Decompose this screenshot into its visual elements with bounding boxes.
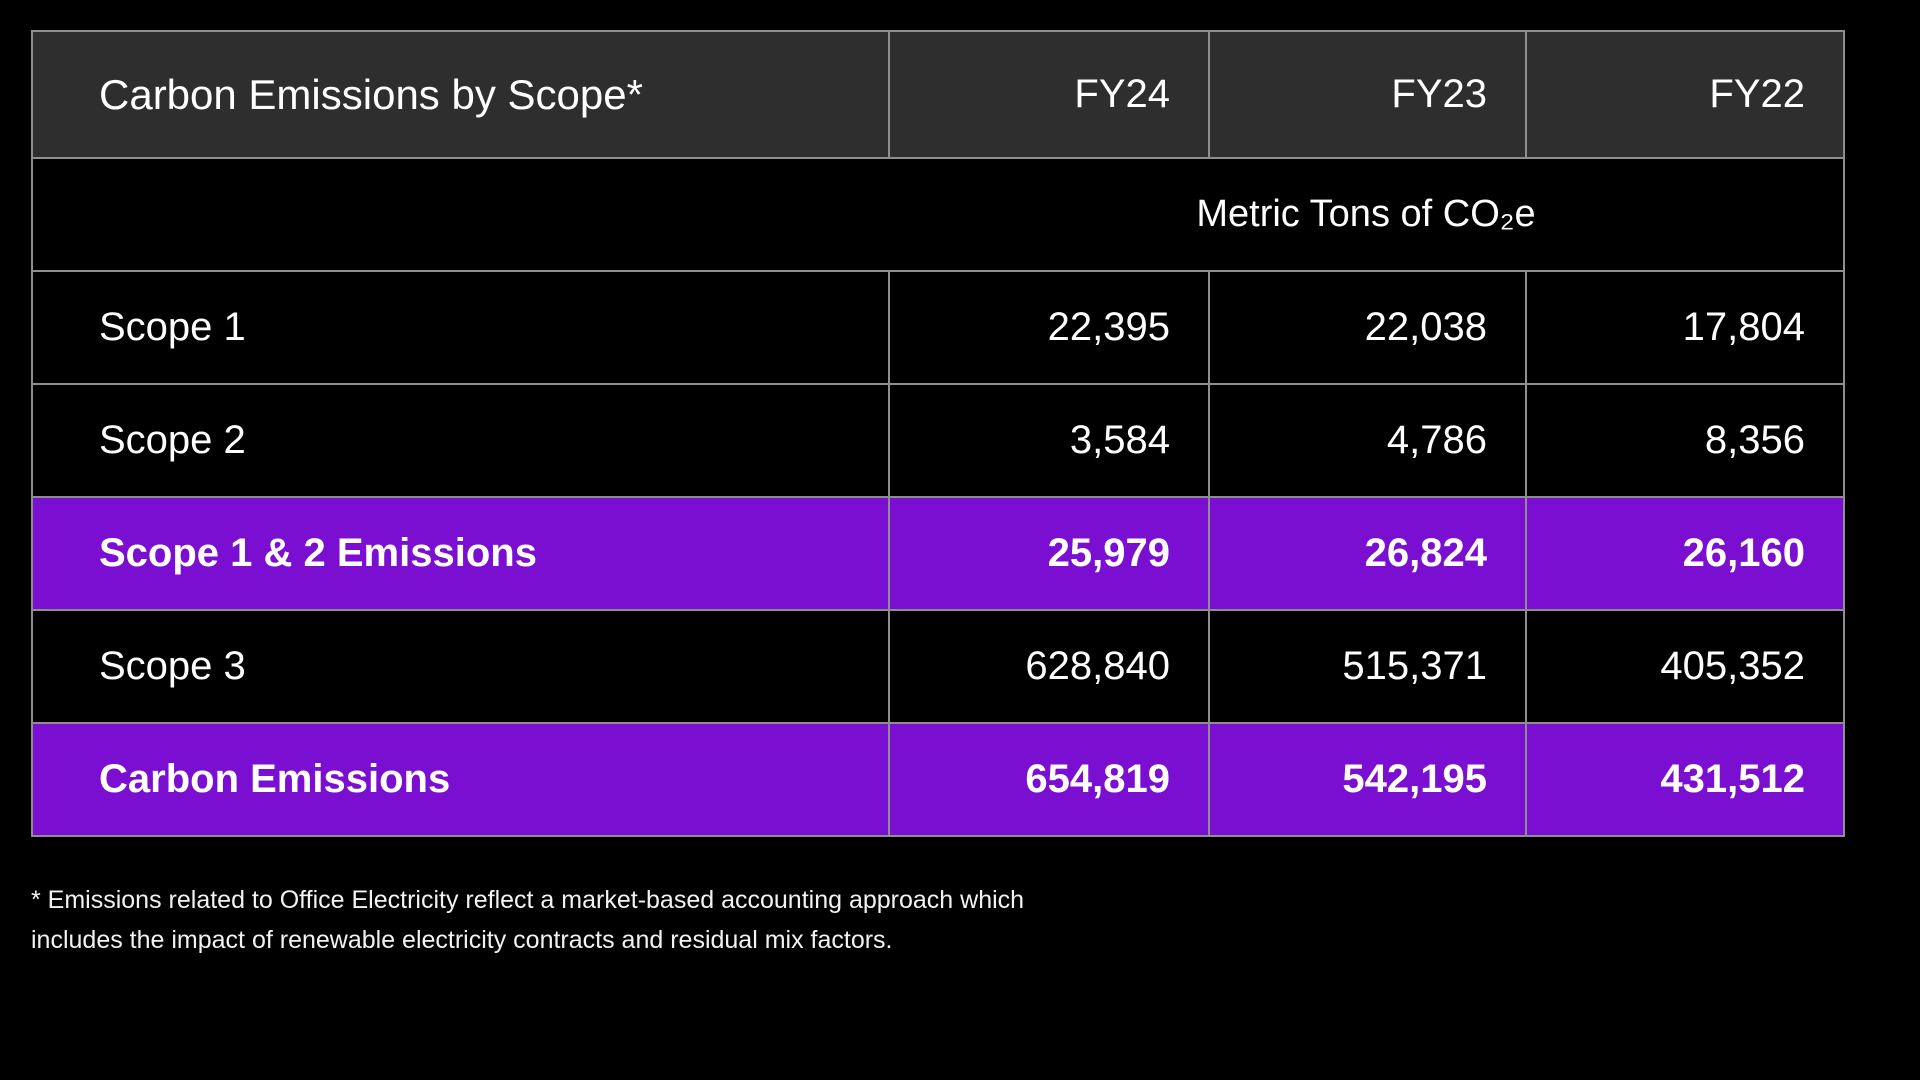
- table-row-scope-1: Scope 1 22,395 22,038 17,804: [31, 270, 1845, 385]
- column-header-fy22: FY22: [1525, 30, 1845, 159]
- cell-fy23: 26,824: [1208, 496, 1527, 611]
- cell-fy24: 22,395: [888, 270, 1210, 385]
- cell-fy22: 8,356: [1525, 383, 1845, 498]
- cell-fy22: 26,160: [1525, 496, 1845, 611]
- row-label: Scope 3: [31, 609, 890, 724]
- table-title: Carbon Emissions by Scope*: [31, 30, 890, 159]
- carbon-emissions-table: Carbon Emissions by Scope* FY24 FY23 FY2…: [31, 30, 1845, 837]
- cell-fy22: 17,804: [1525, 270, 1845, 385]
- cell-fy24: 628,840: [888, 609, 1210, 724]
- cell-fy24: 25,979: [888, 496, 1210, 611]
- table-row-scope-1-2-emissions: Scope 1 & 2 Emissions 25,979 26,824 26,1…: [31, 496, 1845, 611]
- row-label: Scope 1 & 2 Emissions: [31, 496, 890, 611]
- cell-fy22: 431,512: [1525, 722, 1845, 837]
- table-row-scope-2: Scope 2 3,584 4,786 8,356: [31, 383, 1845, 498]
- table-header-row: Carbon Emissions by Scope* FY24 FY23 FY2…: [31, 30, 1845, 159]
- unit-label: Metric Tons of CO₂e: [31, 157, 1845, 272]
- cell-fy23: 22,038: [1208, 270, 1527, 385]
- cell-fy22: 405,352: [1525, 609, 1845, 724]
- cell-fy24: 3,584: [888, 383, 1210, 498]
- footnote-line-2: includes the impact of renewable electri…: [31, 926, 893, 954]
- cell-fy23: 542,195: [1208, 722, 1527, 837]
- row-label: Carbon Emissions: [31, 722, 890, 837]
- row-label: Scope 2: [31, 383, 890, 498]
- column-header-fy23: FY23: [1208, 30, 1527, 159]
- footnote-line-1: * Emissions related to Office Electricit…: [31, 886, 1025, 914]
- footnote: * Emissions related to Office Electricit…: [31, 880, 1024, 960]
- row-label: Scope 1: [31, 270, 890, 385]
- table-row-carbon-emissions: Carbon Emissions 654,819 542,195 431,512: [31, 722, 1845, 837]
- cell-fy23: 4,786: [1208, 383, 1527, 498]
- table-row-scope-3: Scope 3 628,840 515,371 405,352: [31, 609, 1845, 724]
- cell-fy23: 515,371: [1208, 609, 1527, 724]
- cell-fy24: 654,819: [888, 722, 1210, 837]
- unit-row: Metric Tons of CO₂e: [31, 157, 1845, 272]
- column-header-fy24: FY24: [888, 30, 1210, 159]
